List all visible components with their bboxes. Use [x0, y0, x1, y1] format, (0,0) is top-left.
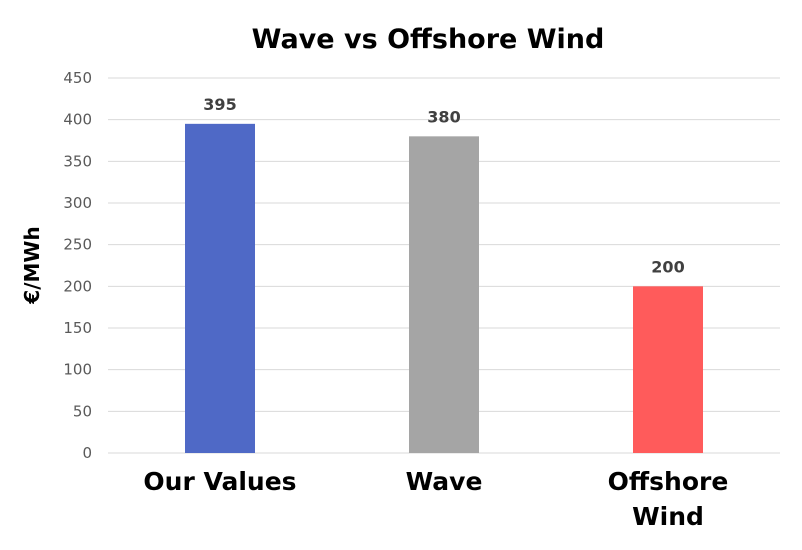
y-tick-label: 300	[63, 194, 92, 212]
y-tick-label: 100	[63, 361, 92, 379]
bar	[185, 123, 255, 453]
data-labels: 395 380 200	[203, 95, 684, 277]
bar	[633, 286, 703, 453]
y-tick-label: 450	[63, 69, 92, 87]
y-tick-label: 400	[63, 111, 92, 129]
y-tick-label: 0	[82, 444, 92, 462]
y-axis-ticks: 0 50 100 150 200 250 300 350 400 450	[63, 69, 92, 462]
x-tick-label: Offshore Wind	[608, 467, 729, 531]
x-tick-label: Wave	[406, 467, 483, 496]
data-label: 380	[427, 107, 460, 126]
y-tick-label: 150	[63, 319, 92, 337]
x-axis-ticks: Our Values Wave Offshore Wind	[143, 467, 728, 531]
y-tick-label: 50	[73, 402, 92, 420]
y-tick-label: 250	[63, 236, 92, 254]
y-tick-label: 350	[63, 152, 92, 170]
x-tick-label: Our Values	[143, 467, 296, 496]
chart-title: Wave vs Offshore Wind	[252, 24, 605, 55]
y-tick-label: 200	[63, 277, 92, 295]
y-axis-label: €/MWh	[20, 226, 44, 304]
data-label: 200	[651, 257, 684, 276]
data-label: 395	[203, 95, 236, 114]
bars	[185, 123, 703, 454]
bar	[409, 136, 479, 454]
